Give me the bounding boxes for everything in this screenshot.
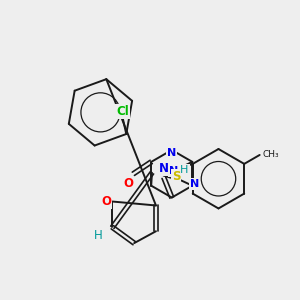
Text: N: N [190, 179, 199, 189]
Text: O: O [101, 195, 111, 208]
Text: O: O [123, 177, 134, 190]
Text: S: S [172, 170, 180, 183]
Text: N: N [159, 162, 169, 175]
Text: H: H [94, 229, 103, 242]
Text: N: N [167, 148, 176, 158]
Text: N: N [169, 166, 178, 176]
Text: CH₃: CH₃ [262, 151, 279, 160]
Text: H: H [180, 165, 189, 175]
Text: Cl: Cl [116, 105, 129, 118]
